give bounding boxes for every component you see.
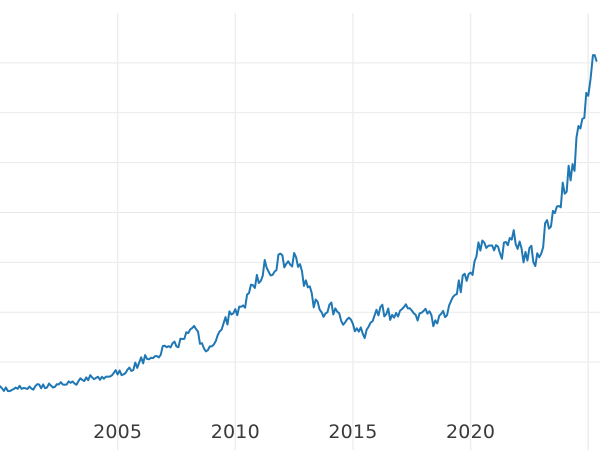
x-tick-label-2015: 2015 bbox=[328, 421, 378, 443]
horizontal-gridlines bbox=[0, 62, 600, 363]
x-tick-label-2005: 2005 bbox=[93, 421, 143, 443]
series-line-price bbox=[0, 54, 598, 393]
vertical-gridlines bbox=[116, 13, 589, 450]
data-series-group bbox=[0, 54, 598, 393]
x-tick-label-2010: 2010 bbox=[210, 421, 260, 443]
x-tick-label-2020: 2020 bbox=[446, 421, 496, 443]
